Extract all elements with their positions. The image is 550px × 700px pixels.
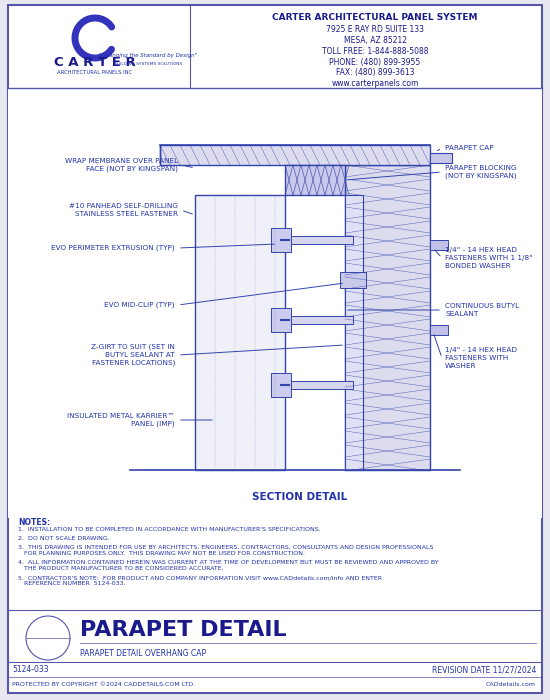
Text: CADdetails.com: CADdetails.com [486, 682, 536, 687]
Bar [277, 381, 353, 389]
Text: "Changing the Standard by Design": "Changing the Standard by Design" [99, 53, 197, 59]
Text: 3.  THIS DRAWING IS INTENDED FOR USE BY ARCHITECTS, ENGINEERS, CONTRACTORS, CONS: 3. THIS DRAWING IS INTENDED FOR USE BY A… [18, 545, 433, 557]
Text: ARCHITECTURAL PANELS INC: ARCHITECTURAL PANELS INC [57, 71, 133, 76]
Text: EVO MID-CLIP (TYP): EVO MID-CLIP (TYP) [104, 302, 175, 308]
Text: 7925 E RAY RD SUITE 133: 7925 E RAY RD SUITE 133 [326, 25, 424, 34]
Bar [430, 240, 448, 250]
Text: #10 PANHEAD SELF-DRILLING
STAINLESS STEEL FASTENER: #10 PANHEAD SELF-DRILLING STAINLESS STEE… [69, 203, 178, 217]
Text: 4.  ALL INFORMATION CONTAINED HEREIN WAS CURRENT AT THE TIME OF DEVELOPMENT BUT : 4. ALL INFORMATION CONTAINED HEREIN WAS … [18, 560, 439, 571]
Bar [271, 308, 291, 332]
Text: PARAPET DETAIL OVERHANG CAP: PARAPET DETAIL OVERHANG CAP [80, 648, 206, 657]
Text: PARAPET BLOCKING
(NOT BY KINGSPAN): PARAPET BLOCKING (NOT BY KINGSPAN) [445, 164, 516, 179]
Bar [160, 145, 430, 165]
Text: WRAP MEMBRANE OVER PANEL
FACE (NOT BY KINGSPAN): WRAP MEMBRANE OVER PANEL FACE (NOT BY KI… [65, 158, 178, 172]
Bar [271, 228, 291, 252]
Bar [430, 153, 452, 163]
Text: TOLL FREE: 1-844-888-5088: TOLL FREE: 1-844-888-5088 [322, 46, 428, 55]
Text: 2.  DO NOT SCALE DRAWING.: 2. DO NOT SCALE DRAWING. [18, 536, 110, 541]
Bar [345, 195, 363, 470]
Text: 5124-033: 5124-033 [12, 666, 48, 675]
Text: INSULATED METAL KARRIER™
PANEL (IMP): INSULATED METAL KARRIER™ PANEL (IMP) [67, 413, 175, 427]
Text: 5.  CONTRACTOR'S NOTE:  FOR PRODUCT AND COMPANY INFORMATION VISIT www.CADdetails: 5. CONTRACTOR'S NOTE: FOR PRODUCT AND CO… [18, 575, 382, 586]
Text: CONTINUOUS BUTYL
SEALANT: CONTINUOUS BUTYL SEALANT [445, 303, 519, 317]
Text: C A R T E R: C A R T E R [54, 55, 136, 69]
Bar [8, 88, 542, 518]
Text: REVISION DATE 11/27/2024: REVISION DATE 11/27/2024 [432, 666, 536, 675]
Text: 1/4" - 14 HEX HEAD
FASTENERS WITH
WASHER: 1/4" - 14 HEX HEAD FASTENERS WITH WASHER [445, 347, 517, 369]
Text: PARAPET CAP: PARAPET CAP [445, 145, 494, 151]
Text: EVO PERIMETER EXTRUSION (TYP): EVO PERIMETER EXTRUSION (TYP) [51, 245, 175, 251]
Text: PHONE: (480) 899-3955: PHONE: (480) 899-3955 [329, 57, 421, 66]
Text: 1/4" - 14 HEX HEAD
FASTENERS WITH 1 1/8"
BONDED WASHER: 1/4" - 14 HEX HEAD FASTENERS WITH 1 1/8"… [445, 247, 532, 269]
Text: SECTION DETAIL: SECTION DETAIL [252, 492, 348, 502]
Text: MESA, AZ 85212: MESA, AZ 85212 [344, 36, 406, 45]
Bar [271, 373, 291, 397]
Text: CARTER ARCHITECTURAL PANEL SYSTEM: CARTER ARCHITECTURAL PANEL SYSTEM [272, 13, 478, 22]
Bar [340, 272, 366, 288]
Bar [195, 195, 285, 470]
Text: PARAPET DETAIL: PARAPET DETAIL [80, 620, 287, 640]
Text: PROTECTED BY COPYRIGHT ©2024 CADDETAILS.COM LTD.: PROTECTED BY COPYRIGHT ©2024 CADDETAILS.… [12, 682, 195, 687]
Bar [277, 236, 353, 244]
Bar [285, 165, 345, 195]
Bar [345, 165, 430, 470]
Bar [277, 316, 353, 324]
Text: Z-GIRT TO SUIT (SET IN
BUTYL SEALANT AT
FASTENER LOCATIONS): Z-GIRT TO SUIT (SET IN BUTYL SEALANT AT … [91, 344, 175, 367]
Text: BUILDING SYSTEMS SOLUTIONS: BUILDING SYSTEMS SOLUTIONS [114, 62, 182, 66]
Bar [430, 325, 448, 335]
Text: NOTES:: NOTES: [18, 518, 50, 527]
Text: 1.  INSTALLATION TO BE COMPLETED IN ACCORDANCE WITH MANUFACTURER'S SPECIFICATION: 1. INSTALLATION TO BE COMPLETED IN ACCOR… [18, 527, 321, 532]
Text: FAX: (480) 899-3613: FAX: (480) 899-3613 [336, 69, 414, 78]
Text: www.carterpanels.com: www.carterpanels.com [331, 80, 419, 88]
